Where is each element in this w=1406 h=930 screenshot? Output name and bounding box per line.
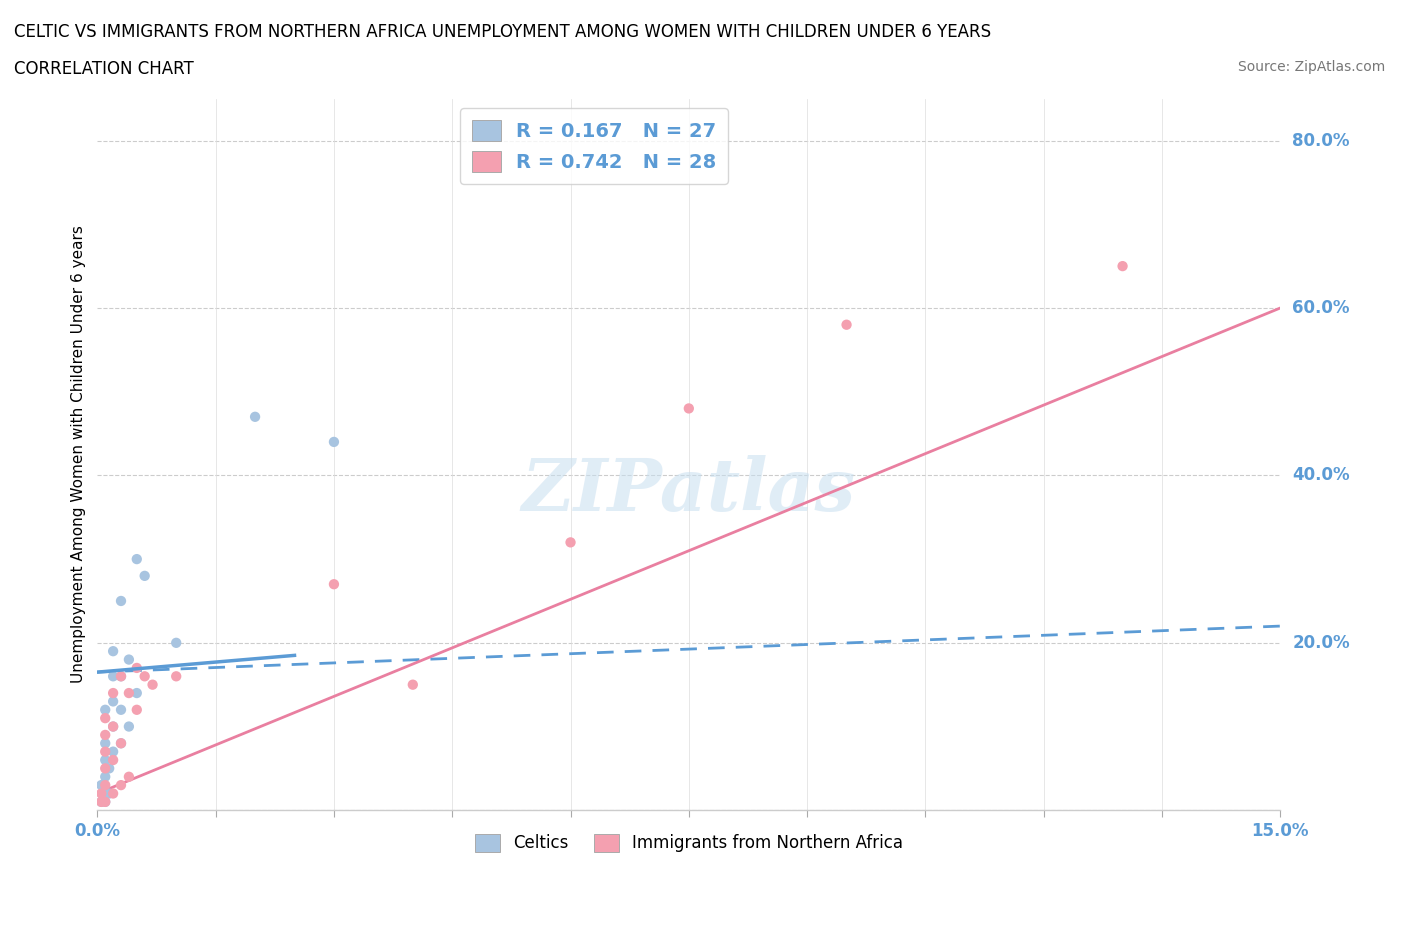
Point bbox=[94, 794, 117, 809]
Point bbox=[835, 317, 858, 332]
Point bbox=[165, 635, 187, 650]
Point bbox=[142, 677, 165, 692]
Text: 20.0%: 20.0% bbox=[1292, 634, 1350, 652]
Point bbox=[94, 794, 117, 809]
Point bbox=[98, 761, 121, 776]
Point bbox=[98, 786, 121, 801]
Point bbox=[101, 744, 124, 759]
Text: 80.0%: 80.0% bbox=[1292, 131, 1350, 150]
Point bbox=[90, 777, 112, 792]
Point bbox=[94, 711, 117, 725]
Point bbox=[94, 769, 117, 784]
Point bbox=[101, 719, 124, 734]
Point bbox=[101, 786, 124, 801]
Point bbox=[90, 794, 112, 809]
Point bbox=[134, 669, 156, 684]
Point bbox=[110, 593, 132, 608]
Point bbox=[94, 744, 117, 759]
Point bbox=[125, 660, 148, 675]
Point bbox=[1111, 259, 1133, 273]
Point bbox=[125, 702, 148, 717]
Point bbox=[94, 761, 117, 776]
Point bbox=[101, 752, 124, 767]
Point bbox=[94, 702, 117, 717]
Point bbox=[90, 794, 112, 809]
Point bbox=[90, 786, 112, 801]
Point bbox=[101, 694, 124, 709]
Point bbox=[94, 777, 117, 792]
Point bbox=[94, 752, 117, 767]
Point bbox=[125, 685, 148, 700]
Point bbox=[110, 736, 132, 751]
Point bbox=[165, 669, 187, 684]
Point bbox=[134, 568, 156, 583]
Text: ZIPatlas: ZIPatlas bbox=[522, 455, 856, 525]
Point bbox=[101, 644, 124, 658]
Point bbox=[402, 677, 425, 692]
Text: 60.0%: 60.0% bbox=[1292, 299, 1350, 317]
Point bbox=[560, 535, 582, 550]
Point bbox=[243, 409, 266, 424]
Point bbox=[101, 685, 124, 700]
Point bbox=[118, 685, 141, 700]
Text: 40.0%: 40.0% bbox=[1292, 467, 1350, 485]
Text: Source: ZipAtlas.com: Source: ZipAtlas.com bbox=[1237, 60, 1385, 74]
Point bbox=[125, 551, 148, 566]
Y-axis label: Unemployment Among Women with Children Under 6 years: Unemployment Among Women with Children U… bbox=[72, 226, 86, 684]
Point bbox=[94, 786, 117, 801]
Point bbox=[118, 652, 141, 667]
Point bbox=[110, 777, 132, 792]
Point bbox=[94, 736, 117, 751]
Point bbox=[94, 727, 117, 742]
Point bbox=[323, 577, 346, 591]
Point bbox=[101, 669, 124, 684]
Point bbox=[110, 702, 132, 717]
Point bbox=[110, 669, 132, 684]
Point bbox=[110, 669, 132, 684]
Point bbox=[118, 769, 141, 784]
Text: CELTIC VS IMMIGRANTS FROM NORTHERN AFRICA UNEMPLOYMENT AMONG WOMEN WITH CHILDREN: CELTIC VS IMMIGRANTS FROM NORTHERN AFRIC… bbox=[14, 23, 991, 41]
Point bbox=[678, 401, 700, 416]
Point bbox=[110, 736, 132, 751]
Legend: Celtics, Immigrants from Northern Africa: Celtics, Immigrants from Northern Africa bbox=[468, 827, 910, 858]
Point bbox=[323, 434, 346, 449]
Point bbox=[118, 719, 141, 734]
Text: CORRELATION CHART: CORRELATION CHART bbox=[14, 60, 194, 78]
Point bbox=[101, 719, 124, 734]
